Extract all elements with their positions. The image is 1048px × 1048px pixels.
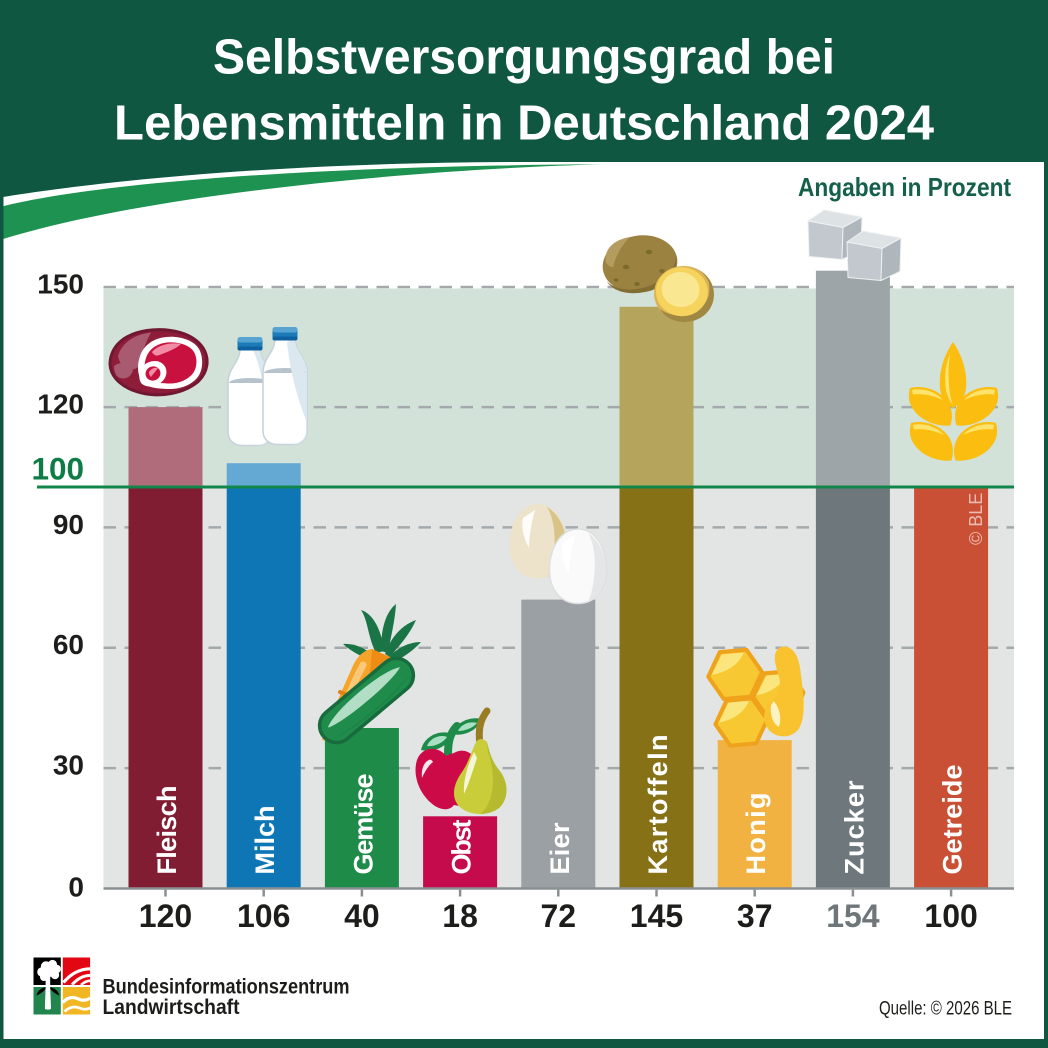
svg-text:106: 106 <box>237 898 290 934</box>
svg-text:Getreide: Getreide <box>938 765 968 875</box>
svg-text:Milch: Milch <box>250 806 280 875</box>
svg-text:30: 30 <box>53 750 84 781</box>
svg-text:40: 40 <box>344 898 380 934</box>
svg-text:Obst: Obst <box>447 820 477 875</box>
svg-text:Fleisch: Fleisch <box>152 786 182 875</box>
svg-text:Selbstversorgungsgrad bei: Selbstversorgungsgrad bei <box>213 31 835 85</box>
svg-text:72: 72 <box>541 898 577 934</box>
svg-text:Zucker: Zucker <box>839 780 869 874</box>
svg-text:Landwirtschaft: Landwirtschaft <box>103 996 240 1019</box>
svg-text:100: 100 <box>31 451 84 487</box>
svg-text:150: 150 <box>37 269 84 300</box>
svg-text:Lebensmitteln in Deutschland 2: Lebensmitteln in Deutschland 2024 <box>114 97 934 151</box>
svg-text:Gemüse: Gemüse <box>348 774 378 875</box>
svg-text:Bundesinformationszentrum: Bundesinformationszentrum <box>103 976 350 999</box>
svg-text:90: 90 <box>53 509 84 540</box>
svg-text:© BLE: © BLE <box>966 493 986 545</box>
svg-text:0: 0 <box>68 872 84 903</box>
svg-text:154: 154 <box>826 898 880 934</box>
svg-text:145: 145 <box>630 898 683 934</box>
svg-text:Angaben in Prozent: Angaben in Prozent <box>798 172 1011 202</box>
svg-text:120: 120 <box>139 898 192 934</box>
svg-text:100: 100 <box>924 898 977 934</box>
svg-text:Eier: Eier <box>545 822 575 874</box>
svg-text:Honig: Honig <box>741 793 771 875</box>
svg-text:Quelle: © 2026 BLE: Quelle: © 2026 BLE <box>879 998 1012 1020</box>
svg-text:Kartoffeln: Kartoffeln <box>643 735 673 875</box>
svg-text:120: 120 <box>37 389 84 420</box>
svg-text:60: 60 <box>53 629 84 660</box>
svg-text:37: 37 <box>737 898 773 934</box>
svg-text:18: 18 <box>442 898 478 934</box>
